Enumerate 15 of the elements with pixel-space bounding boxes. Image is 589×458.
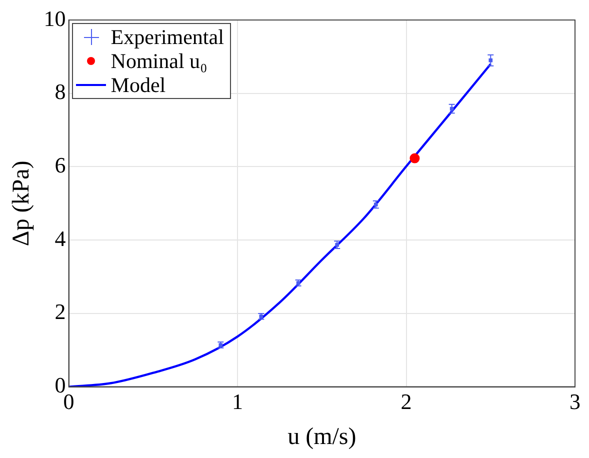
legend-label: Experimental <box>110 25 224 49</box>
y-tick-label: 8 <box>54 79 66 104</box>
y-axis-title: Δp (kPa) <box>8 160 35 246</box>
y-tick-label: 10 <box>44 6 66 31</box>
y-tick-label: 6 <box>54 152 66 178</box>
legend-label: Model <box>110 73 166 97</box>
y-tick-label: 2 <box>54 299 66 324</box>
y-tick-label: 0 <box>54 372 66 398</box>
x-tick-label: 3 <box>570 388 580 414</box>
x-tick-label: 2 <box>400 388 412 414</box>
legend-label: Nominal u₀ <box>110 49 208 73</box>
x-tick-label: 1 <box>232 388 244 414</box>
x-axis-title: u (m/s) <box>288 424 356 450</box>
point <box>410 153 420 164</box>
y-tick-label: 4 <box>54 226 66 251</box>
